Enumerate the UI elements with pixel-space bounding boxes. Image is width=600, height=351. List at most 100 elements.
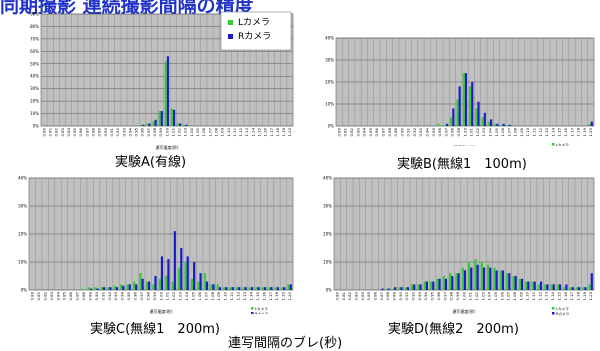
bar-l-camera <box>392 289 394 290</box>
bar-r-camera <box>489 268 491 290</box>
x-tick-label: 1.17 <box>269 127 274 136</box>
bar-l-camera <box>183 125 185 126</box>
bar-r-camera <box>283 287 285 290</box>
bar-l-camera <box>411 284 413 290</box>
legend-label: Lカメラ <box>255 306 268 311</box>
x-tick-label: 0.97 <box>146 127 151 136</box>
bar-r-camera <box>502 270 504 290</box>
bar-l-camera <box>576 287 578 290</box>
bar-r-camera <box>257 287 259 290</box>
legend-swatch <box>552 143 555 146</box>
bar-r-camera <box>251 287 253 290</box>
x-tick-label: 1.00 <box>461 291 466 300</box>
x-tick-label: 0.86 <box>78 127 83 136</box>
x-tick-label: 0.98 <box>145 291 150 300</box>
x-tick-label: 1.01 <box>468 291 473 300</box>
y-tick-label: 0% <box>326 288 333 293</box>
bar-l-camera <box>140 125 142 126</box>
x-tick-label: 1.09 <box>216 291 221 300</box>
bar-l-camera <box>455 273 457 290</box>
x-tick-label: 1.15 <box>557 127 562 136</box>
bar-r-camera <box>496 124 498 126</box>
bar-r-camera <box>238 287 240 290</box>
x-tick-label: 0.96 <box>437 127 442 136</box>
x-tick-label: 0.87 <box>380 127 385 136</box>
bar-l-camera <box>544 284 546 290</box>
bar-r-camera <box>179 124 181 126</box>
y-tick-label: 20% <box>30 99 39 104</box>
bar-r-camera <box>445 279 447 290</box>
bar-l-camera <box>88 287 90 290</box>
x-tick-label: 1.08 <box>213 127 218 136</box>
y-tick-label: 40% <box>18 176 27 181</box>
bar-l-camera <box>507 125 509 126</box>
bar-l-camera <box>81 289 83 290</box>
x-tick-label: 1.10 <box>223 291 228 300</box>
x-tick-label: 0.91 <box>109 127 114 136</box>
x-tick-label: 0.91 <box>406 127 411 136</box>
bar-r-camera <box>490 119 492 126</box>
bar-l-camera <box>177 124 179 126</box>
x-tick-label: 1.10 <box>525 291 530 300</box>
bar-l-camera <box>210 284 212 290</box>
bar-r-camera <box>116 287 118 290</box>
caption-experiment-b: 実験B(無線1 100m) <box>397 153 527 172</box>
x-tick-label: 1.12 <box>236 291 241 300</box>
y-tick-label: 10% <box>325 102 334 107</box>
x-tick-label: 1.12 <box>538 127 543 136</box>
bar-r-camera <box>591 122 593 126</box>
bar-l-camera <box>468 262 470 290</box>
bar-r-camera <box>277 287 279 290</box>
overall-x-axis-label: 連写間隔のブレ(秒) <box>228 332 342 351</box>
x-tick-label: 0.90 <box>399 127 404 136</box>
bar-r-camera <box>193 262 195 290</box>
bar-l-camera <box>146 124 148 126</box>
bar-l-camera <box>178 268 180 290</box>
bar-l-camera <box>531 282 533 290</box>
bar-r-camera <box>509 125 511 126</box>
bar-r-camera <box>90 289 92 290</box>
bar-l-camera <box>126 284 128 290</box>
x-axis-label: 連写速度(秒) <box>149 308 173 314</box>
bar-r-camera <box>381 289 383 290</box>
bar-r-camera <box>451 276 453 290</box>
bar-r-camera <box>96 289 98 290</box>
x-tick-label: 1.11 <box>532 127 537 136</box>
x-tick-label: 0.87 <box>84 127 89 136</box>
x-tick-label: 0.82 <box>54 127 59 136</box>
y-tick-label: 0% <box>33 124 40 129</box>
x-tick-label: 0.87 <box>75 291 80 300</box>
x-tick-label: 0.99 <box>455 291 460 300</box>
x-tick-label: 0.85 <box>62 291 67 300</box>
x-tick-label: 0.83 <box>49 291 54 300</box>
y-tick-label: 30% <box>323 204 332 209</box>
x-tick-label: 0.91 <box>404 291 409 300</box>
bar-r-camera <box>232 287 234 290</box>
bar-r-camera <box>109 287 111 290</box>
x-tick-label: 1.13 <box>544 291 549 300</box>
x-tick-label: 0.99 <box>158 127 163 136</box>
bar-l-camera <box>500 125 502 126</box>
bar-r-camera <box>413 284 415 290</box>
bar-l-camera <box>557 284 559 290</box>
y-tick-label: 70% <box>30 36 39 41</box>
x-tick-label: 1.06 <box>500 127 505 136</box>
x-tick-label: 1.02 <box>474 291 479 300</box>
bar-l-camera <box>482 117 484 126</box>
bar-r-camera <box>154 276 156 290</box>
bar-l-camera <box>488 122 490 126</box>
x-tick-label: 0.94 <box>120 291 125 300</box>
bar-l-camera <box>114 286 116 290</box>
legend-swatch <box>228 34 233 39</box>
bar-r-camera <box>578 287 580 290</box>
bar-l-camera <box>550 284 552 290</box>
x-tick-label: 0.83 <box>60 127 65 136</box>
y-tick-label: 30% <box>18 204 27 209</box>
y-tick-label: 50% <box>30 61 39 66</box>
bar-l-camera <box>519 279 521 290</box>
y-tick-label: 10% <box>323 260 332 265</box>
bar-l-camera <box>570 287 572 290</box>
x-tick-label: 1.12 <box>537 291 542 300</box>
caption-experiment-c: 実験C(無線1 200m) <box>90 318 220 337</box>
bar-r-camera <box>264 287 266 290</box>
